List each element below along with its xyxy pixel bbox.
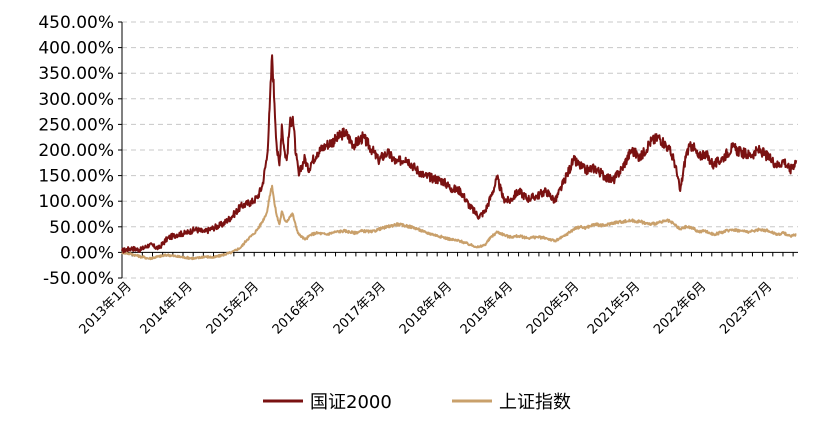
- series-lines: [121, 54, 798, 261]
- x-tick-label: 2022年6月: [651, 279, 709, 337]
- x-tick-label: 2020年5月: [524, 279, 582, 337]
- legend-label: 国证2000: [310, 392, 392, 413]
- legend-label: 上证指数: [499, 392, 571, 413]
- y-tick-label: 50.00%: [49, 218, 114, 238]
- y-tick-label: 100.00%: [38, 192, 114, 212]
- y-tick-label: 350.00%: [38, 64, 114, 84]
- x-axis: 2013年1月 2014年1月 2015年2月 2016年3月 2017年3月 2018年…: [77, 251, 798, 337]
- y-tick-label: 200.00%: [38, 141, 114, 161]
- y-tick-label: 150.00%: [38, 167, 114, 187]
- y-tick-label: 250.00%: [38, 115, 114, 135]
- gridlines: [122, 21, 798, 279]
- legend-item-guozheng2000: 国证2000: [263, 392, 392, 413]
- x-tick-label: 2014年1月: [138, 279, 196, 337]
- x-tick-label: 2017年3月: [331, 279, 389, 337]
- legend: 国证2000 上证指数: [263, 392, 571, 413]
- y-tick-label: 450.00%: [38, 13, 114, 33]
- x-tick-label: 2019年4月: [458, 279, 516, 337]
- x-tick-label: 2018年4月: [397, 279, 455, 337]
- y-tick-label: 400.00%: [38, 39, 114, 59]
- y-tick-label: 0.00%: [60, 243, 114, 263]
- x-tick-label: 2023年7月: [717, 279, 775, 337]
- series-line-shangzheng: [121, 184, 797, 261]
- x-tick-label: 2015年2月: [204, 279, 262, 337]
- x-tick-label: 2021年5月: [585, 279, 643, 337]
- y-tick-label: -50.00%: [43, 269, 114, 289]
- y-tick-label: 300.00%: [38, 90, 114, 110]
- y-axis: 450.00% 400.00% 350.00% 300.00% 250.00% 200.0…: [38, 13, 123, 289]
- series-line-guozheng2000: [121, 54, 798, 254]
- legend-item-shangzheng: 上证指数: [452, 392, 571, 413]
- x-tick-label: 2016年3月: [270, 279, 328, 337]
